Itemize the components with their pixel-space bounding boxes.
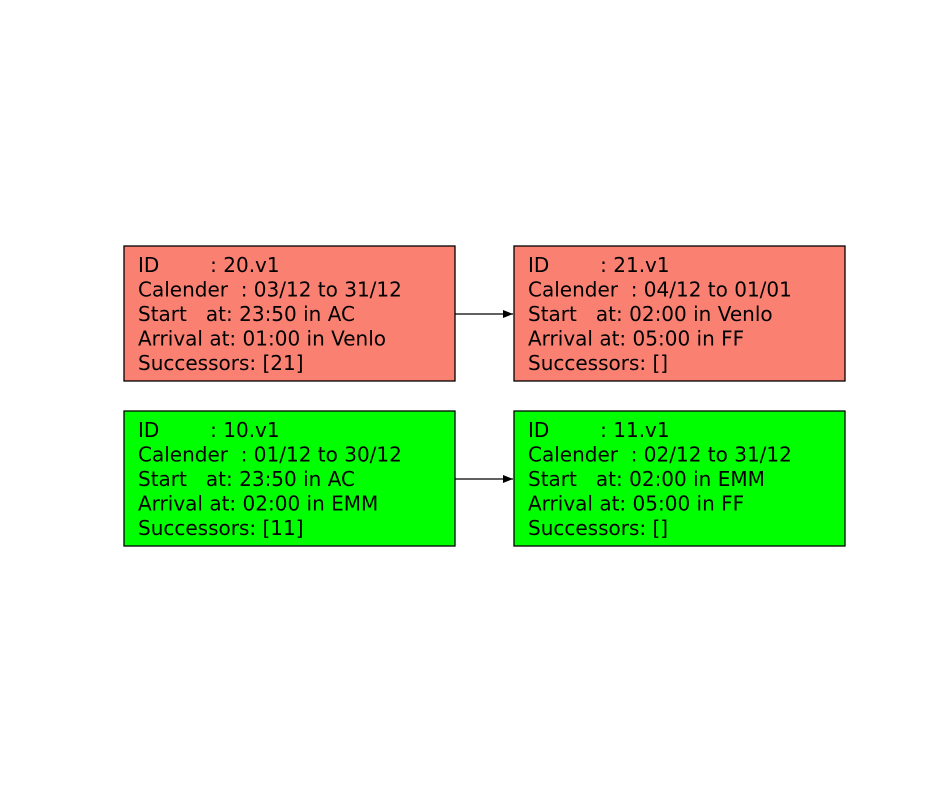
- node-box: [123, 410, 456, 547]
- node-line: Arrival at: 01:00 in Venlo: [138, 327, 386, 351]
- node-box: [513, 410, 846, 547]
- node-box: [513, 245, 846, 382]
- node-line: ID : 11.v1: [528, 418, 670, 442]
- node-line: ID : 20.v1: [138, 253, 280, 277]
- node-line: Start at: 23:50 in AC: [138, 467, 355, 491]
- node-line: Successors: []: [528, 351, 668, 375]
- node-line: Start at: 02:00 in Venlo: [528, 302, 773, 326]
- node-line: Arrival at: 05:00 in FF: [528, 492, 744, 516]
- node-line: ID : 21.v1: [528, 253, 670, 277]
- node-line: Calender : 04/12 to 01/01: [528, 278, 792, 302]
- node-line: Successors: [11]: [138, 516, 304, 540]
- node-line: Calender : 02/12 to 31/12: [528, 443, 792, 467]
- node-line: Start at: 23:50 in AC: [138, 302, 355, 326]
- node-line: Successors: []: [528, 516, 668, 540]
- node-line: ID : 10.v1: [138, 418, 280, 442]
- node-line: Arrival at: 05:00 in FF: [528, 327, 744, 351]
- node-line: Arrival at: 02:00 in EMM: [138, 492, 378, 516]
- node-box: [123, 245, 456, 382]
- node-line: Start at: 02:00 in EMM: [528, 467, 765, 491]
- node-line: Calender : 01/12 to 30/12: [138, 443, 402, 467]
- node-line: Successors: [21]: [138, 351, 304, 375]
- node-line: Calender : 03/12 to 31/12: [138, 278, 402, 302]
